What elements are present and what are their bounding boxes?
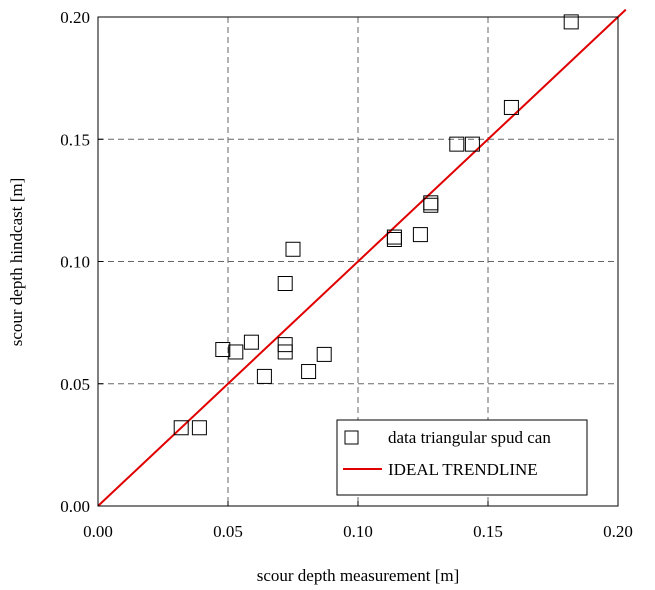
data-point-square [412, 227, 428, 243]
data-point-square [215, 342, 231, 358]
data-point-square [464, 136, 480, 152]
legend-square-marker [344, 430, 359, 445]
x-tick-label: 0.15 [473, 522, 503, 541]
ideal-trendline [97, 8, 627, 507]
data-point-square [285, 241, 301, 257]
y-tick-label: 0.05 [60, 375, 90, 394]
x-tick-label: 0.20 [603, 522, 633, 541]
data-markers-layer [173, 14, 579, 436]
data-point-square [386, 231, 402, 247]
data-point-square [449, 136, 465, 152]
legend-box [336, 419, 588, 496]
y-tick-label: 0.20 [60, 8, 90, 27]
y-axis-label: scour depth hindcast [m] [7, 178, 26, 347]
data-point-square [173, 420, 189, 436]
x-tick-label: 0.00 [83, 522, 113, 541]
data-point-square [243, 334, 259, 350]
legend-label-data: data triangular spud can [388, 428, 551, 447]
x-tick-label: 0.05 [213, 522, 243, 541]
y-tick-label: 0.15 [60, 130, 90, 149]
y-tick-label: 0.00 [60, 497, 90, 516]
y-tick-label: 0.10 [60, 253, 90, 272]
data-point-square [256, 368, 272, 384]
x-tick-label: 0.10 [343, 522, 373, 541]
data-point-square [503, 99, 519, 115]
ideal-trendline-layer [97, 8, 627, 507]
data-point-square [563, 14, 579, 30]
data-point-square [191, 420, 207, 436]
data-point-square [301, 364, 317, 380]
data-point-square [277, 344, 293, 360]
x-axis-label: scour depth measurement [m] [257, 566, 460, 585]
axis-ticks: 0.00 0.05 0.10 0.15 0.20 0.00 0.05 0.10 0.15 0.20 [60, 8, 633, 541]
data-point-square [228, 344, 244, 360]
data-point-square [277, 276, 293, 292]
legend-label-trendline: IDEAL TRENDLINE [388, 460, 538, 479]
data-point-square [316, 346, 332, 362]
legend: data triangular spud can IDEAL TRENDLINE [336, 419, 588, 496]
data-point-square [423, 197, 439, 213]
